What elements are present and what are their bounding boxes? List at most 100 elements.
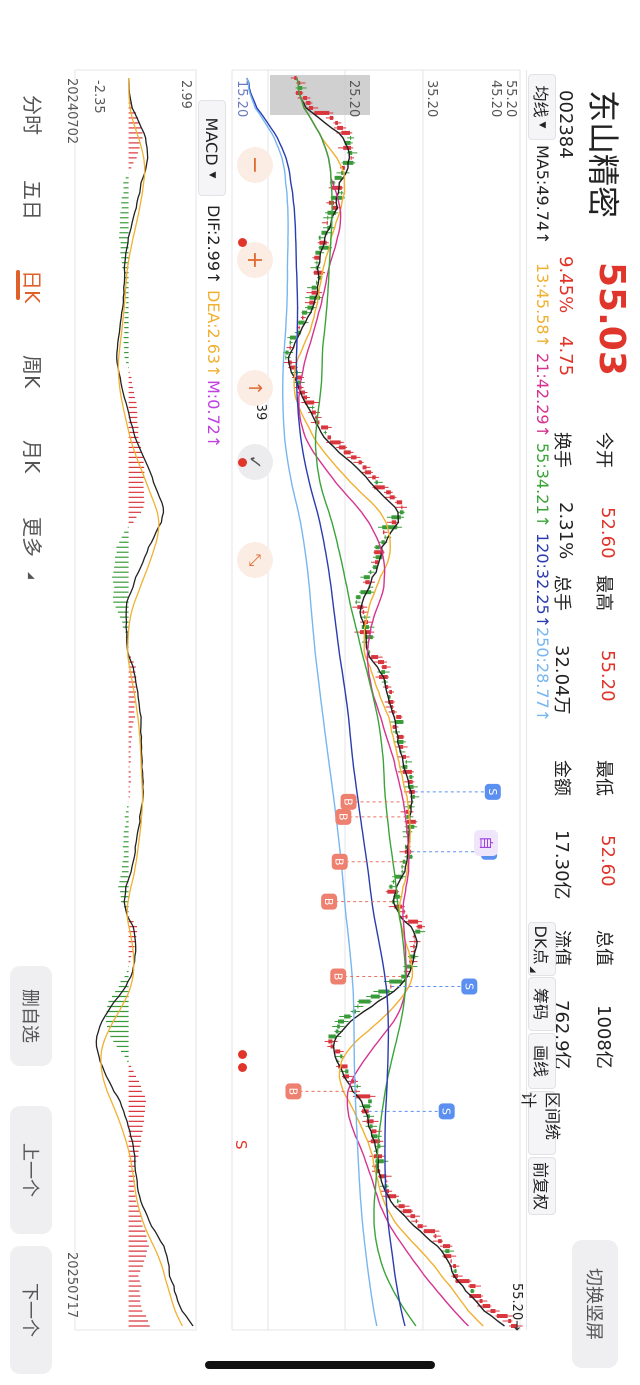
ma-select[interactable]: 均线 ▼ (528, 74, 556, 140)
tab-4[interactable]: 月K (20, 440, 44, 474)
candle (413, 944, 415, 949)
candle (296, 375, 302, 380)
tool-button-3[interactable]: 区间统计 (519, 1091, 562, 1155)
signal-B: B (322, 898, 335, 906)
candle (357, 1004, 359, 1009)
tab-3[interactable]: 周K (20, 355, 44, 389)
active-tab-indicator (16, 270, 20, 300)
candle (434, 1234, 437, 1239)
candle (363, 575, 370, 580)
candle (408, 919, 419, 924)
indicator-select[interactable]: MACD ▼ (198, 100, 226, 196)
tool-button-2[interactable]: 画线 (528, 1033, 556, 1089)
next-stock-button[interactable]: 下一个 (10, 1246, 52, 1374)
candle (375, 545, 380, 550)
stat-label: 总手 (551, 575, 572, 611)
signal-badge (340, 793, 357, 810)
stat-value: 32.04万 (551, 645, 572, 715)
switch-portrait-button[interactable]: 切换竖屏 (572, 1240, 618, 1368)
previous-stock-button[interactable]: 上一个 (10, 1106, 52, 1234)
candle (337, 1019, 345, 1024)
home-indicator (205, 1361, 435, 1369)
ma-select-label: 均线 (531, 85, 550, 118)
ma-value: 55:34.21↑ (533, 443, 552, 528)
candle (289, 345, 291, 350)
candle (329, 115, 334, 120)
candle (371, 1129, 377, 1134)
candle (314, 110, 330, 115)
candle (410, 1214, 416, 1219)
ma-line-21 (295, 77, 469, 1327)
tab-2[interactable]: 日K (20, 270, 44, 304)
candle (508, 1319, 512, 1324)
candle (326, 220, 328, 225)
tool-button-0[interactable]: DK点 ◢ (528, 922, 556, 976)
y-axis-label: 45.20 (488, 80, 503, 118)
tab-5[interactable]: 更多 (20, 517, 44, 557)
candle (294, 76, 297, 80)
tab-0[interactable]: 分时 (20, 95, 44, 135)
tool-button-1[interactable]: 筹码 (528, 977, 556, 1031)
s-marker: S (232, 1140, 250, 1150)
candle (298, 320, 305, 325)
candle (415, 1219, 418, 1224)
signal-badge (461, 978, 478, 995)
candle (362, 610, 365, 615)
current-price: 55.03 (591, 262, 632, 376)
signal-badge (438, 1103, 455, 1120)
zoom-out-icon[interactable]: − (237, 147, 273, 183)
remove-favorite-button[interactable]: 删自选 (10, 966, 52, 1066)
candle (381, 670, 385, 675)
candle (405, 759, 407, 764)
stat-value: 1008亿 (593, 1005, 614, 1069)
signal-badge (484, 783, 501, 800)
candle (328, 1034, 336, 1039)
candle (327, 215, 329, 220)
signal-B: B (286, 1088, 299, 1096)
candle (316, 260, 318, 265)
candle (402, 754, 407, 759)
self-select-marker[interactable]: 自 (474, 830, 498, 856)
candle (328, 1039, 333, 1044)
candle (311, 285, 317, 290)
zoom-in-icon[interactable]: + (237, 242, 273, 278)
stat-label: 总值 (593, 930, 614, 966)
candle (469, 1284, 476, 1289)
candle (391, 520, 397, 525)
notification-dot (238, 458, 247, 467)
candle (329, 440, 341, 445)
candle (415, 929, 421, 934)
candle (399, 744, 404, 749)
tool-button-4[interactable]: 前复权 (528, 1157, 556, 1215)
candle (337, 125, 344, 130)
candle (355, 600, 357, 605)
candle (382, 665, 387, 670)
candle (335, 120, 338, 125)
candle (401, 869, 403, 874)
candle (443, 1244, 451, 1249)
candle (349, 150, 353, 155)
y-axis-label: 15.20 (234, 80, 249, 118)
candle (335, 1029, 339, 1034)
signal-B: B (333, 858, 346, 866)
notification-dot (238, 238, 247, 247)
tool-button-label: DK点 (531, 925, 550, 965)
candle (396, 500, 403, 505)
compress-icon[interactable]: ⤡ (237, 542, 273, 578)
macd-dea: DEA:2.63↑ (204, 290, 223, 378)
dea-line (100, 77, 183, 1327)
candle (371, 655, 379, 660)
candle (482, 1304, 491, 1309)
candle (496, 1314, 508, 1319)
stock-code: 002384 (555, 90, 576, 159)
candle (312, 405, 314, 410)
macd-border (74, 69, 197, 1331)
candle (365, 580, 370, 585)
stat-label: 换手 (551, 432, 572, 468)
tab-1[interactable]: 五日 (20, 180, 44, 220)
candle (321, 425, 329, 430)
ma-value: 120:32.25↑ (533, 533, 552, 629)
ma-line-55 (295, 77, 417, 1327)
low-arrow-icon[interactable]: ↑ (237, 370, 273, 406)
